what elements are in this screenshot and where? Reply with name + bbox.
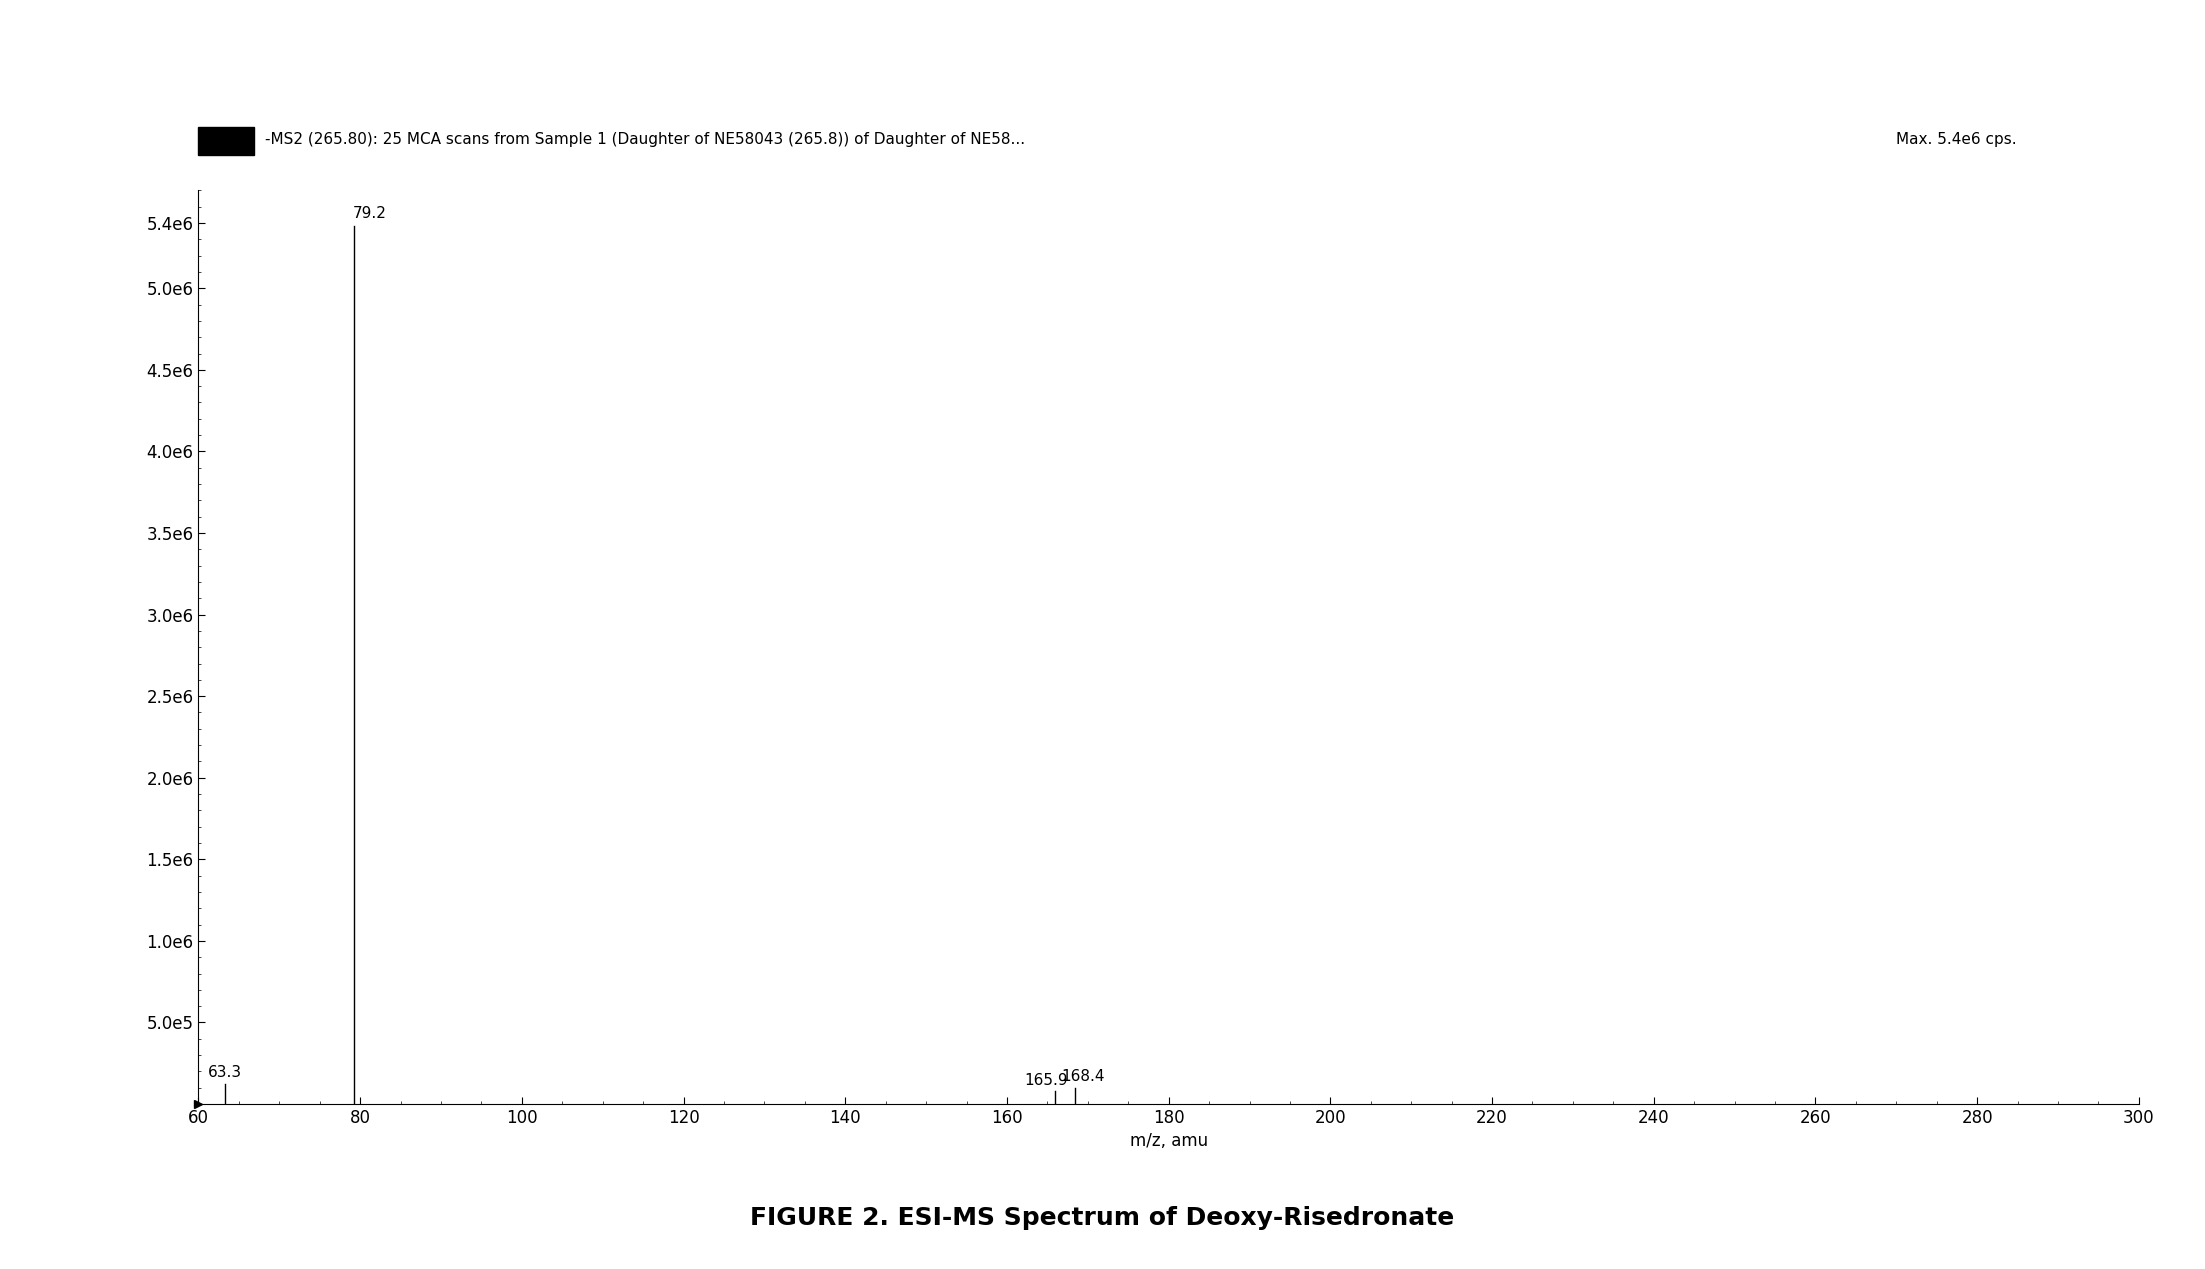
Text: -MS2 (265.80): 25 MCA scans from Sample 1 (Daughter of NE58043 (265.8)) of Daugh: -MS2 (265.80): 25 MCA scans from Sample …: [265, 132, 1025, 147]
Text: 79.2: 79.2: [353, 207, 386, 221]
Text: 63.3: 63.3: [207, 1066, 243, 1080]
X-axis label: m/z, amu: m/z, amu: [1129, 1132, 1208, 1151]
Text: FIGURE 2. ESI-MS Spectrum of Deoxy-Risedronate: FIGURE 2. ESI-MS Spectrum of Deoxy-Rised…: [750, 1207, 1455, 1230]
Text: 165.9: 165.9: [1025, 1072, 1069, 1088]
Text: 168.4: 168.4: [1061, 1070, 1105, 1085]
Text: Max. 5.4e6 cps.: Max. 5.4e6 cps.: [1896, 132, 2018, 147]
